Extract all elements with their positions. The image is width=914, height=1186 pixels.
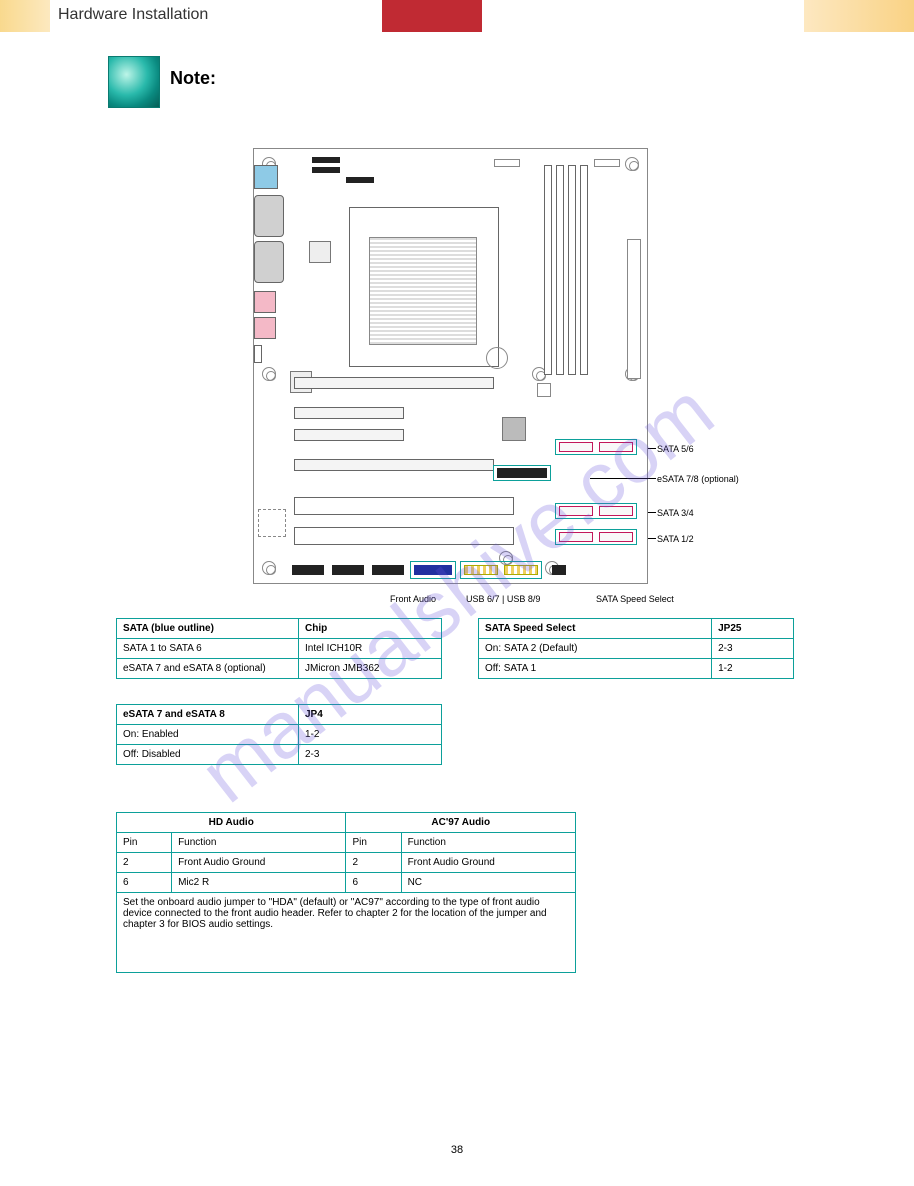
sata-speed-h1: SATA Speed Select: [479, 619, 712, 639]
sata-chip-table-r1c2: Intel ICH10R: [299, 639, 442, 659]
audio-jack-stack-1: [254, 195, 284, 237]
top-header-left-accent: [0, 0, 50, 32]
callout-front-audio: Front Audio: [390, 594, 436, 604]
cmos-battery: [486, 347, 508, 369]
page-number: 38: [0, 1144, 914, 1156]
fan-header-2: [594, 159, 620, 167]
audio-h1: HD Audio: [117, 813, 346, 833]
dimm-slot-4: [580, 165, 588, 375]
sata-chip-table-r1c1: SATA 1 to SATA 6: [117, 639, 299, 659]
esata-enable-table: eSATA 7 and eSATA 8 JP4 On: Enabled 1-2 …: [116, 704, 442, 765]
audio-r2c3: 6: [346, 873, 401, 893]
motherboard-diagram: [253, 148, 648, 584]
sata-speed-r2c1: Off: SATA 1: [479, 659, 712, 679]
esata-r1c2: 1-2: [299, 725, 442, 745]
sata-speed-r2c2: 1-2: [712, 659, 794, 679]
audio-r1c3: 2: [346, 853, 401, 873]
top-header-b: [312, 167, 340, 173]
sata-chip-table-h2: Chip: [299, 619, 442, 639]
section-title: Hardware Installation: [58, 6, 208, 24]
top-header-right-accent: [804, 0, 914, 32]
audio-sh1: Pin: [117, 833, 172, 853]
sata-speed-table: SATA Speed Select JP25 On: SATA 2 (Defau…: [478, 618, 794, 679]
audio-jack-stack-2: [254, 241, 284, 283]
cpu-socket-grid: [369, 237, 477, 345]
sata-port-6: [599, 442, 633, 452]
esata-r1c1: On: Enabled: [117, 725, 299, 745]
sata-port-4: [599, 506, 633, 516]
dimm-slot-2: [556, 165, 564, 375]
southbridge-chip: [502, 417, 526, 441]
note-heading: Note:: [170, 68, 216, 89]
spdif-port: [254, 345, 262, 363]
pcie-x1-slot-2: [294, 429, 404, 441]
sata-port-3: [559, 506, 593, 516]
callout-esata78: eSATA 7/8 (optional): [657, 474, 739, 484]
audio-table: HD Audio AC'97 Audio Pin Function Pin Fu…: [116, 812, 576, 973]
top-header-c: [346, 177, 374, 183]
audio-r1c4: Front Audio Ground: [401, 853, 575, 873]
sata-chip-table-r2c1: eSATA 7 and eSATA 8 (optional): [117, 659, 299, 679]
usb-block-1: [254, 291, 276, 313]
note-icon: [108, 56, 160, 108]
optional-component-outline: [258, 509, 286, 537]
sata-speed-r1c1: On: SATA 2 (Default): [479, 639, 712, 659]
pci-slot-1: [294, 497, 514, 515]
sata-port-1: [559, 532, 593, 542]
sata-chip-table-h1: SATA (blue outline): [117, 619, 299, 639]
callout-usb: USB 6/7 | USB 8/9: [466, 594, 540, 604]
audio-r2c4: NC: [401, 873, 575, 893]
audio-sh2: Function: [172, 833, 346, 853]
dimm-slot-1: [544, 165, 552, 375]
bottom-header-2: [332, 565, 364, 575]
callout-sata56: SATA 5/6: [657, 444, 694, 454]
audio-sh3: Pin: [346, 833, 401, 853]
dimm-slot-3: [568, 165, 576, 375]
pcie-x16-slot-1: [294, 377, 494, 389]
pcie-x16-slot-2: [294, 459, 494, 471]
usb-header-89: [504, 565, 538, 575]
top-header-a: [312, 157, 340, 163]
bottom-header-1: [292, 565, 324, 575]
audio-sh4: Function: [401, 833, 575, 853]
esata-h1: eSATA 7 and eSATA 8: [117, 705, 299, 725]
audio-r2c2: Mic2 R: [172, 873, 346, 893]
callout-sata-speed: SATA Speed Select: [596, 594, 674, 604]
bottom-header-3: [372, 565, 404, 575]
callout-sata34: SATA 3/4: [657, 508, 694, 518]
audio-h2: AC'97 Audio: [346, 813, 576, 833]
atx-power-connector: [627, 239, 641, 379]
front-audio-header: [414, 565, 452, 575]
ps2-port: [254, 165, 278, 189]
audio-r1c1: 2: [117, 853, 172, 873]
sata-port-2: [599, 532, 633, 542]
sata-speed-r1c2: 2-3: [712, 639, 794, 659]
sata-speed-jumper: [552, 565, 566, 575]
chip-1: [309, 241, 331, 263]
audio-r2c1: 6: [117, 873, 172, 893]
sata-port-5: [559, 442, 593, 452]
audio-r1c2: Front Audio Ground: [172, 853, 346, 873]
fan-header-1: [494, 159, 520, 167]
pci-slot-2: [294, 527, 514, 545]
pcie-x1-slot-1: [294, 407, 404, 419]
callout-sata12: SATA 1/2: [657, 534, 694, 544]
usb-header-67: [464, 565, 498, 575]
sata-chip-table-r2c2: JMicron JMB362: [299, 659, 442, 679]
esata-r2c2: 2-3: [299, 745, 442, 765]
esata-h2: JP4: [299, 705, 442, 725]
sata-speed-h2: JP25: [712, 619, 794, 639]
audio-note: Set the onboard audio jumper to "HDA" (d…: [117, 893, 576, 973]
esata-header: [497, 468, 547, 478]
esata-r2c1: Off: Disabled: [117, 745, 299, 765]
small-chip-1: [537, 383, 551, 397]
usb-block-2: [254, 317, 276, 339]
sata-chip-table: SATA (blue outline) Chip SATA 1 to SATA …: [116, 618, 442, 679]
top-header-red-accent: [382, 0, 482, 32]
